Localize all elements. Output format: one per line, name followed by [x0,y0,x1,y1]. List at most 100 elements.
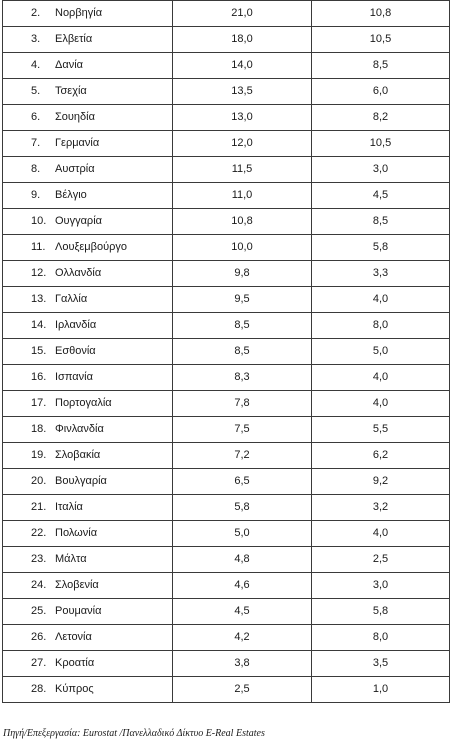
country-name: Αυστρία [55,163,95,175]
rank-number: 5. [31,85,41,97]
rank-number: 6. [31,111,41,123]
data-table-container: 2. Νορβηγία 21,0 10,8 3. Ελβετία 18,0 10,5 4. Δαν… [2,0,450,703]
rank-number: 25. [31,605,47,617]
country-name: Νορβηγία [55,7,103,19]
value-cell-1: 4,6 [172,572,312,599]
country-cell: 19. Σλοβακία [2,442,173,469]
value-cell-2: 4,0 [311,364,450,391]
value-cell-1: 14,0 [172,52,312,79]
rank-number: 28. [31,683,47,695]
data-table: 2. Νορβηγία 21,0 10,8 3. Ελβετία 18,0 10,5 4. Δαν… [2,0,450,703]
rank-number: 14. [31,319,47,331]
value-cell-1: 3,8 [172,650,312,677]
country-name: Ελβετία [55,33,93,45]
country-name: Φινλανδία [55,423,104,435]
country-cell: 23. Μάλτα [2,546,173,573]
country-name: Πολωνία [55,527,98,539]
table-row: 7. Γερμανία 12,0 10,5 [2,130,450,157]
table-row: 4. Δανία 14,0 8,5 [2,52,450,79]
rank-number: 2. [31,7,41,19]
value-cell-1: 8,3 [172,364,312,391]
country-cell: 24. Σλοβενία [2,572,173,599]
value-cell-1: 8,5 [172,312,312,339]
country-name: Γαλλία [55,293,88,305]
country-cell: 18. Φινλανδία [2,416,173,443]
rank-number: 22. [31,527,47,539]
table-row: 13. Γαλλία 9,5 4,0 [2,286,450,313]
country-cell: 14. Ιρλανδία [2,312,173,339]
value-cell-1: 12,0 [172,130,312,157]
value-cell-2: 8,5 [311,52,450,79]
country-name: Ρουμανία [55,605,102,617]
country-name: Ολλανδία [55,267,102,279]
country-cell: 5. Τσεχία [2,78,173,105]
country-cell: 4. Δανία [2,52,173,79]
value-cell-1: 2,5 [172,676,312,703]
country-name: Γερμανία [55,137,100,149]
rank-number: 27. [31,657,47,669]
country-name: Σλοβενία [55,579,99,591]
rank-number: 12. [31,267,47,279]
value-cell-1: 9,8 [172,260,312,287]
country-cell: 11. Λουξεμβούργο [2,234,173,261]
table-row: 20. Βουλγαρία 6,5 9,2 [2,468,450,495]
source-note: Πηγή/Επεξεργασία: Eurostat /Πανελλαδικό … [3,728,265,739]
value-cell-1: 9,5 [172,286,312,313]
rank-number: 18. [31,423,47,435]
table-row: 10. Ουγγαρία 10,8 8,5 [2,208,450,235]
table-row: 26. Λετονία 4,2 8,0 [2,624,450,651]
country-cell: 27. Κροατία [2,650,173,677]
table-row: 17. Πορτογαλία 7,8 4,0 [2,390,450,417]
value-cell-2: 10,5 [311,130,450,157]
country-name: Ιρλανδία [55,319,97,331]
value-cell-1: 5,8 [172,494,312,521]
table-row: 3. Ελβετία 18,0 10,5 [2,26,450,53]
country-cell: 16. Ισπανία [2,364,173,391]
country-name: Τσεχία [55,85,87,97]
country-cell: 6. Σουηδία [2,104,173,131]
value-cell-1: 11,0 [172,182,312,209]
value-cell-2: 5,5 [311,416,450,443]
value-cell-1: 13,0 [172,104,312,131]
value-cell-1: 4,5 [172,598,312,625]
rank-number: 15. [31,345,47,357]
country-cell: 28. Κύπρος [2,676,173,703]
value-cell-2: 5,0 [311,338,450,365]
country-cell: 2. Νορβηγία [2,0,173,27]
table-row: 2. Νορβηγία 21,0 10,8 [2,0,450,27]
value-cell-2: 5,8 [311,234,450,261]
rank-number: 24. [31,579,47,591]
country-cell: 20. Βουλγαρία [2,468,173,495]
table-row: 22. Πολωνία 5,0 4,0 [2,520,450,547]
value-cell-1: 10,8 [172,208,312,235]
rank-number: 13. [31,293,47,305]
rank-number: 3. [31,33,41,45]
value-cell-1: 21,0 [172,0,312,27]
table-row: 9. Βέλγιο 11,0 4,5 [2,182,450,209]
rank-number: 7. [31,137,41,149]
value-cell-2: 10,8 [311,0,450,27]
country-cell: 15. Εσθονία [2,338,173,365]
value-cell-2: 3,3 [311,260,450,287]
table-body: 2. Νορβηγία 21,0 10,8 3. Ελβετία 18,0 10,5 4. Δαν… [2,0,450,703]
rank-number: 26. [31,631,47,643]
country-name: Ιταλία [55,501,83,513]
value-cell-1: 7,5 [172,416,312,443]
country-cell: 12. Ολλανδία [2,260,173,287]
value-cell-2: 2,5 [311,546,450,573]
country-name: Βουλγαρία [55,475,107,487]
rank-number: 21. [31,501,47,513]
value-cell-2: 6,2 [311,442,450,469]
country-name: Μάλτα [55,553,87,565]
value-cell-1: 18,0 [172,26,312,53]
country-name: Κροατία [55,657,95,669]
value-cell-2: 10,5 [311,26,450,53]
value-cell-1: 5,0 [172,520,312,547]
country-name: Σλοβακία [55,449,101,461]
country-cell: 17. Πορτογαλία [2,390,173,417]
country-name: Λουξεμβούργο [55,241,127,253]
table-row: 19. Σλοβακία 7,2 6,2 [2,442,450,469]
country-cell: 3. Ελβετία [2,26,173,53]
rank-number: 8. [31,163,41,175]
table-row: 6. Σουηδία 13,0 8,2 [2,104,450,131]
